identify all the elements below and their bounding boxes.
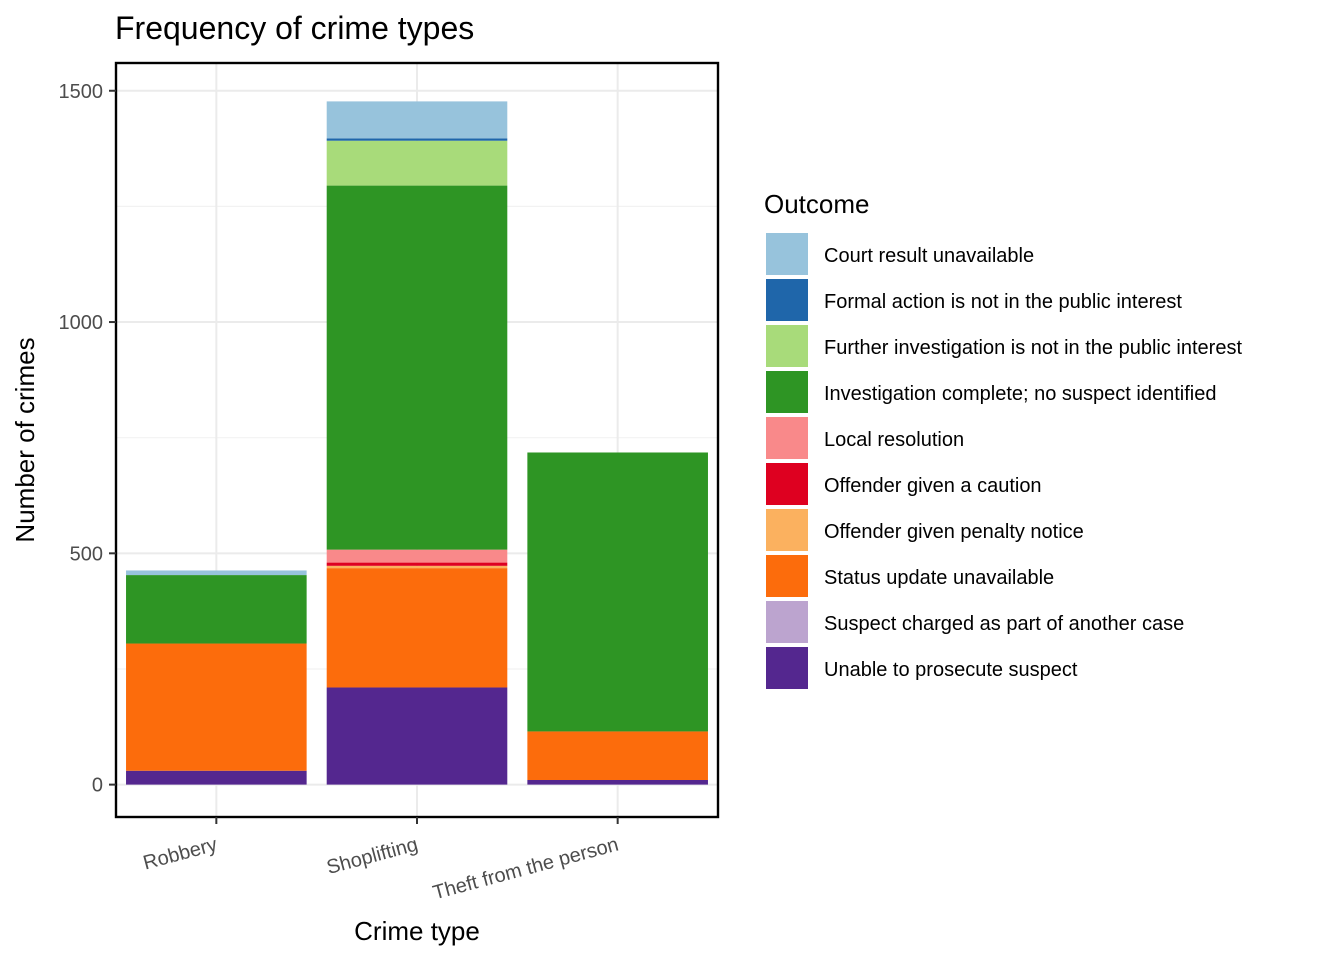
legend-title: Outcome (764, 189, 870, 219)
bar-segment-2-10 (326, 101, 508, 139)
x-axis-ticks: Robbery Shoplifting Theft from the person (141, 817, 621, 904)
legend-label: Offender given penalty notice (824, 521, 1084, 543)
x-tick-label: Shoplifting (324, 834, 420, 879)
x-tick-label: Robbery (141, 834, 220, 875)
legend-label: Offender given a caution (824, 475, 1042, 497)
bar-segment-2-5 (326, 562, 508, 566)
legend-label: Unable to prosecute suspect (824, 659, 1078, 681)
chart-title: Frequency of crime types (115, 10, 474, 46)
legend-swatch (766, 601, 808, 643)
x-tick-label: Theft from the person (431, 834, 621, 905)
bar-segment-3-3 (527, 731, 708, 780)
y-axis-ticks: 0 500 1000 1500 (59, 81, 116, 797)
legend-label: Investigation complete; no suspect ident… (824, 383, 1216, 405)
y-axis-title: Number of crimes (10, 337, 40, 542)
legend-label: Further investigation is not in the publ… (824, 337, 1242, 359)
legend-swatch (766, 233, 808, 275)
legend-label: Status update unavailable (824, 567, 1054, 589)
legend-swatch (766, 371, 808, 413)
bars (126, 101, 708, 785)
bar-segment-2-4 (326, 565, 508, 569)
bar-segment-2-8 (326, 140, 508, 186)
legend-swatch (766, 509, 808, 551)
legend-swatch (766, 279, 808, 321)
bar-segment-1-10 (126, 570, 307, 576)
legend-label: Local resolution (824, 429, 964, 451)
legend-swatch (766, 647, 808, 689)
legend-swatch (766, 417, 808, 459)
bar-segment-1-3 (126, 643, 307, 771)
bar-segment-1-7 (126, 575, 307, 644)
legend-swatch (766, 555, 808, 597)
y-tick-label: 500 (70, 543, 103, 565)
bar-segment-2-1 (326, 687, 508, 785)
legend-label: Suspect charged as part of another case (824, 613, 1184, 635)
bar-segment-2-7 (326, 185, 508, 550)
bar-segment-3-7 (527, 452, 708, 732)
legend: Outcome Court result unavailable Formal a… (764, 189, 1242, 689)
x-axis-title: Crime type (354, 916, 480, 946)
bar-segment-2-3 (326, 568, 508, 688)
legend-swatch (766, 463, 808, 505)
bar-segment-2-9 (326, 138, 508, 141)
legend-label: Court result unavailable (824, 245, 1034, 267)
bar-segment-2-6 (326, 549, 508, 563)
y-tick-label: 1500 (59, 81, 104, 103)
y-tick-label: 1000 (59, 312, 104, 334)
legend-label: Formal action is not in the public inter… (824, 291, 1182, 313)
bar-segment-1-1 (126, 770, 307, 785)
bar-segment-3-1 (527, 779, 708, 785)
y-tick-label: 0 (92, 775, 103, 797)
legend-swatch (766, 325, 808, 367)
